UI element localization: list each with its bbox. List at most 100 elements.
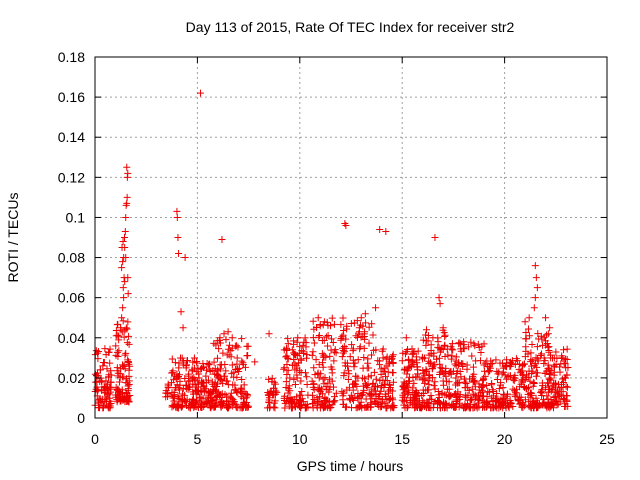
data-point <box>118 361 126 369</box>
data-point <box>403 348 411 356</box>
data-point <box>445 378 453 386</box>
data-point <box>238 389 246 397</box>
data-point <box>346 353 354 361</box>
data-point <box>224 403 232 411</box>
data-point <box>537 350 545 358</box>
data-point <box>480 340 488 348</box>
data-point <box>527 356 535 364</box>
data-point <box>124 356 132 364</box>
data-point <box>360 353 368 361</box>
data-point <box>405 364 413 372</box>
data-point <box>168 355 176 363</box>
data-point <box>177 308 185 316</box>
data-point <box>547 376 555 384</box>
data-point <box>207 390 215 398</box>
data-point <box>207 404 215 412</box>
data-point <box>539 341 547 349</box>
data-point <box>121 351 129 359</box>
data-point <box>98 378 106 386</box>
data-point <box>124 382 132 390</box>
data-point <box>378 347 386 355</box>
data-point <box>340 389 348 397</box>
data-point <box>118 314 126 322</box>
y-tick-label: 0.18 <box>58 49 85 65</box>
data-point <box>265 394 273 402</box>
data-point <box>119 328 127 336</box>
data-point <box>222 367 230 375</box>
data-point <box>121 278 129 286</box>
data-point <box>465 343 473 351</box>
points-layer <box>91 89 572 412</box>
data-point <box>480 367 488 375</box>
data-point <box>339 314 347 322</box>
data-point <box>301 334 309 342</box>
data-point <box>512 355 520 363</box>
data-point <box>330 357 338 365</box>
data-point <box>178 403 186 411</box>
data-point <box>368 320 376 328</box>
data-point <box>404 390 412 398</box>
data-point <box>352 404 360 412</box>
data-point <box>340 400 348 408</box>
data-point <box>425 357 433 365</box>
data-point <box>400 389 408 397</box>
data-point <box>221 391 229 399</box>
data-point <box>106 394 114 402</box>
data-point <box>116 391 124 399</box>
data-point <box>345 367 353 375</box>
data-point <box>211 370 219 378</box>
data-point <box>534 403 542 411</box>
data-point <box>435 354 443 362</box>
data-point <box>424 377 432 385</box>
data-point <box>546 324 554 332</box>
data-point <box>112 391 120 399</box>
data-point <box>270 384 278 392</box>
data-point <box>451 360 459 368</box>
data-point <box>377 365 385 373</box>
data-point <box>564 383 572 391</box>
data-point <box>364 380 372 388</box>
data-point <box>436 404 444 412</box>
data-point <box>563 371 571 379</box>
data-point <box>527 403 535 411</box>
data-point <box>350 319 358 327</box>
data-point <box>483 393 491 401</box>
data-point <box>444 351 452 359</box>
data-point <box>330 383 338 391</box>
data-point <box>115 332 123 340</box>
data-point <box>328 377 336 385</box>
data-point <box>562 382 570 390</box>
data-point <box>328 314 336 322</box>
data-point <box>213 354 221 362</box>
data-point <box>462 391 470 399</box>
data-point <box>338 387 346 395</box>
data-point <box>103 393 111 401</box>
data-point <box>122 254 130 262</box>
data-point <box>381 400 389 408</box>
data-point <box>217 361 225 369</box>
data-point <box>476 394 484 402</box>
data-point <box>404 402 412 410</box>
data-point <box>510 387 518 395</box>
data-point <box>427 346 435 354</box>
data-point <box>319 375 327 383</box>
data-point <box>508 357 516 365</box>
x-tick-label: 0 <box>91 431 99 447</box>
data-point <box>339 344 347 352</box>
data-point <box>354 356 362 364</box>
data-point <box>427 392 435 400</box>
data-point <box>369 331 377 339</box>
data-point <box>170 376 178 384</box>
data-point <box>548 385 556 393</box>
data-point <box>320 380 328 388</box>
data-point <box>286 387 294 395</box>
data-point <box>507 399 515 407</box>
data-point <box>221 372 229 380</box>
data-point <box>389 396 397 404</box>
data-point <box>330 348 338 356</box>
data-point <box>492 397 500 405</box>
data-point <box>542 314 550 322</box>
data-point <box>338 353 346 361</box>
data-point <box>233 354 241 362</box>
data-point <box>205 389 213 397</box>
